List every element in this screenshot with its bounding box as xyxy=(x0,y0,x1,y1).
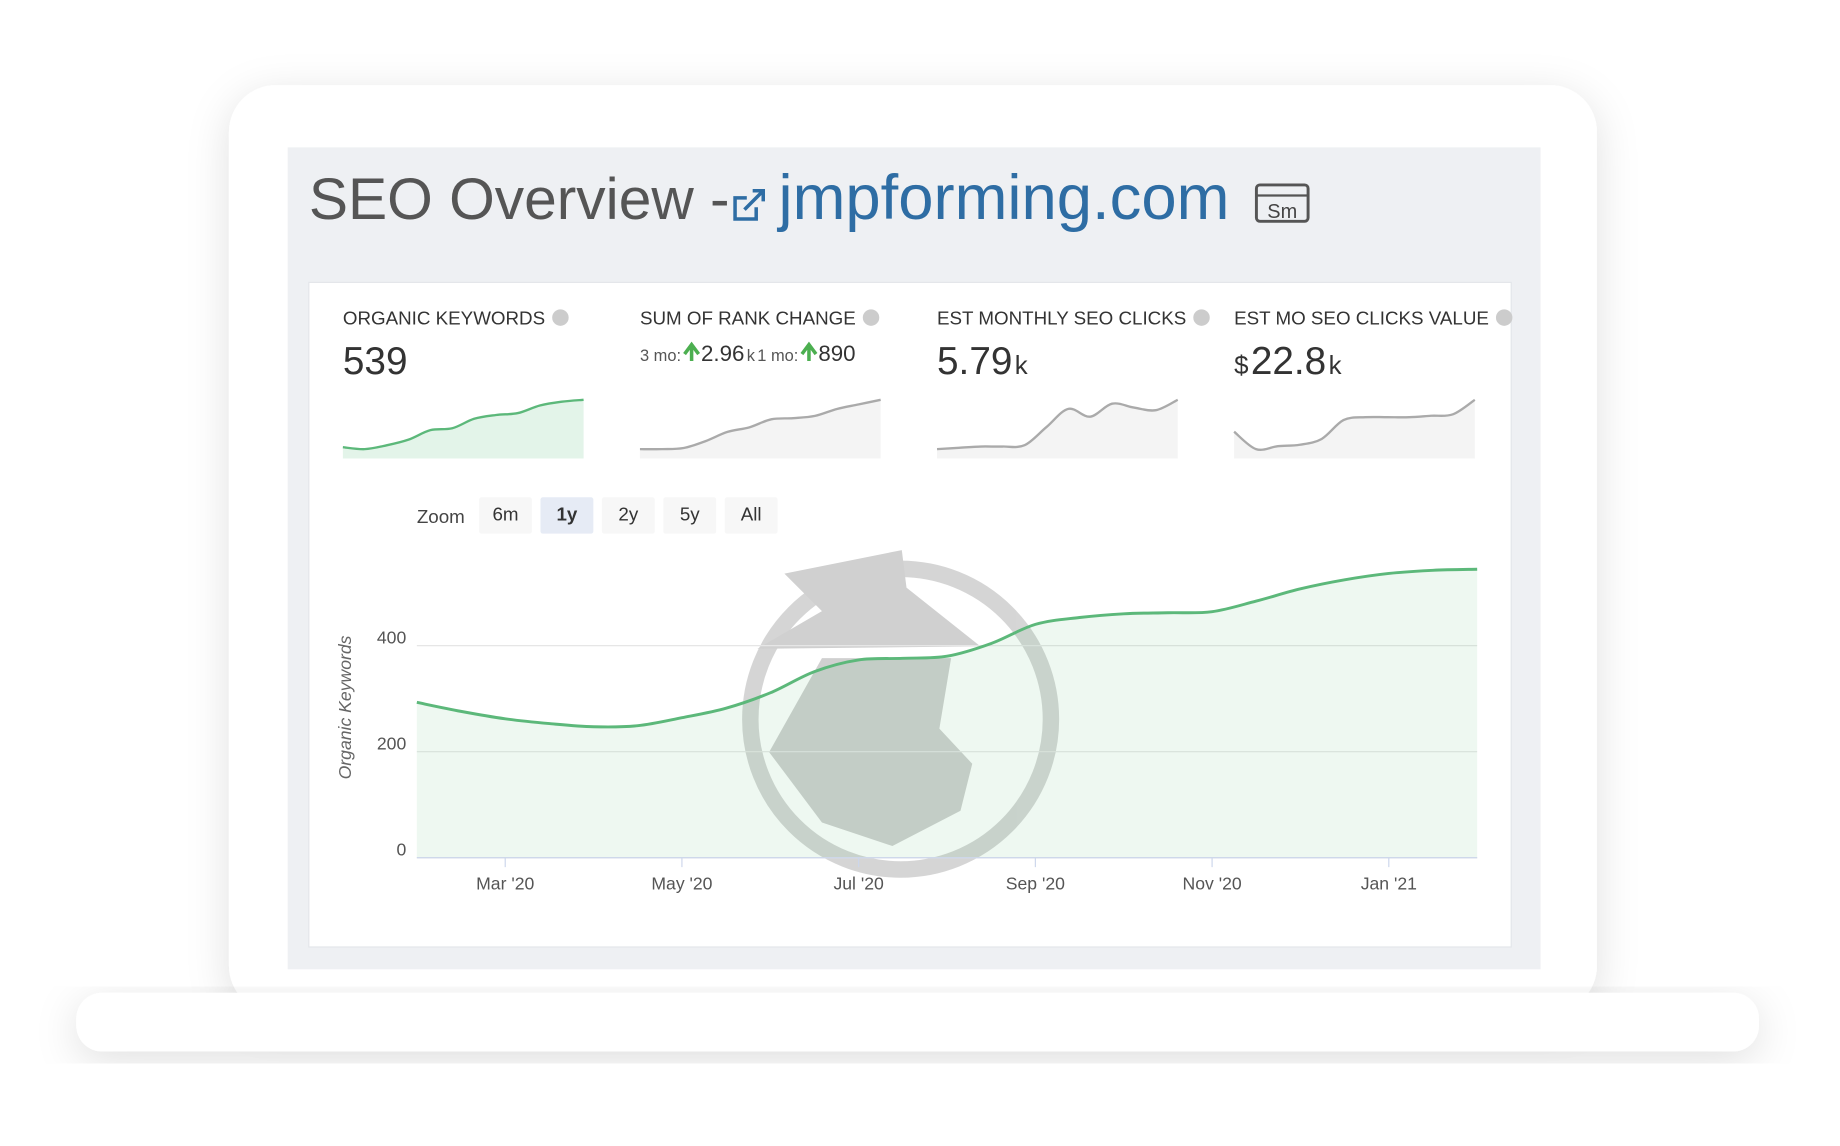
stat-label: SUM OF RANK CHANGE xyxy=(640,308,856,329)
help-icon[interactable] xyxy=(1495,309,1513,326)
area-fill xyxy=(416,569,1478,858)
area-line xyxy=(416,567,1478,729)
stat-text: 539 xyxy=(343,340,408,383)
external-link-icon[interactable] xyxy=(733,189,766,221)
zoom-button-bg xyxy=(601,497,655,534)
card xyxy=(308,281,1512,948)
sparkline-area xyxy=(937,399,1178,459)
x-tick-label: Jan '21 xyxy=(1361,873,1417,893)
stat-text: k xyxy=(1329,352,1342,380)
zoom-button-bg xyxy=(479,497,532,534)
up-arrow xyxy=(683,341,701,362)
badge-text: Sm xyxy=(1267,201,1297,223)
zoom-button-text[interactable]: 5y xyxy=(680,504,700,525)
x-tick-label: Jul '20 xyxy=(833,873,884,893)
x-tick-label: Sep '20 xyxy=(1006,873,1065,893)
x-tick-label: May '20 xyxy=(651,873,712,893)
domain-link[interactable]: jmpforming.com xyxy=(777,163,1230,233)
sparkline-area xyxy=(1234,399,1475,459)
zoom-button-text[interactable]: 6m xyxy=(492,504,518,525)
stat-text: 22.8 xyxy=(1251,340,1326,383)
zoom-button[interactable]: 6m xyxy=(479,497,532,534)
sparkline xyxy=(639,398,881,451)
y-axis-title: Organic Keywords xyxy=(335,635,355,779)
badge: Sm xyxy=(1254,183,1310,223)
y-tick-label: 400 xyxy=(377,627,407,647)
stat-text: 2.96 xyxy=(701,341,744,366)
zoom-button-text[interactable]: 1y xyxy=(556,504,577,525)
zoom-button-bg xyxy=(724,497,778,534)
stat-label: EST MO SEO CLICKS VALUE xyxy=(1234,308,1489,329)
stat-text: 5.79 xyxy=(937,340,1012,383)
zoom-label: Zoom xyxy=(417,506,465,527)
stat-text: k xyxy=(1015,352,1028,380)
sparkline xyxy=(1233,398,1476,451)
stat-label: EST MONTHLY SEO CLICKS xyxy=(937,308,1186,329)
page-title: SEO Overview - xyxy=(309,167,730,232)
stat-text: k xyxy=(747,347,756,365)
stat-text: 1 mo: xyxy=(757,347,798,365)
laptop-base xyxy=(76,992,1759,1052)
stat-text: $ xyxy=(1234,352,1248,380)
help-icon[interactable] xyxy=(1193,309,1210,326)
zoom-button[interactable]: 2y xyxy=(601,497,655,534)
zoom-button-bg xyxy=(540,497,594,534)
watermark xyxy=(742,550,1060,878)
help-icon[interactable] xyxy=(552,309,569,326)
stat-text: 890 xyxy=(818,341,855,366)
help-icon[interactable] xyxy=(862,309,880,326)
zoom-button-text[interactable]: 2y xyxy=(618,504,638,525)
x-tick-label: Nov '20 xyxy=(1183,873,1242,893)
x-tick-label: Mar '20 xyxy=(476,873,534,893)
zoom-button-text[interactable]: All xyxy=(741,504,762,525)
stat-label: ORGANIC KEYWORDS xyxy=(343,308,545,329)
zoom-button[interactable]: All xyxy=(724,497,778,534)
y-tick-label: 0 xyxy=(396,839,406,859)
stat-text: 3 mo: xyxy=(640,347,681,365)
zoom-button-bg xyxy=(663,497,717,534)
sparkline-area xyxy=(342,399,584,459)
y-tick-label: 200 xyxy=(377,733,407,753)
zoom-button[interactable]: 5y xyxy=(663,497,717,534)
sparkline xyxy=(936,398,1179,451)
zoom-button[interactable]: 1y xyxy=(540,497,594,534)
up-arrow xyxy=(800,341,818,362)
sparkline xyxy=(342,398,584,451)
